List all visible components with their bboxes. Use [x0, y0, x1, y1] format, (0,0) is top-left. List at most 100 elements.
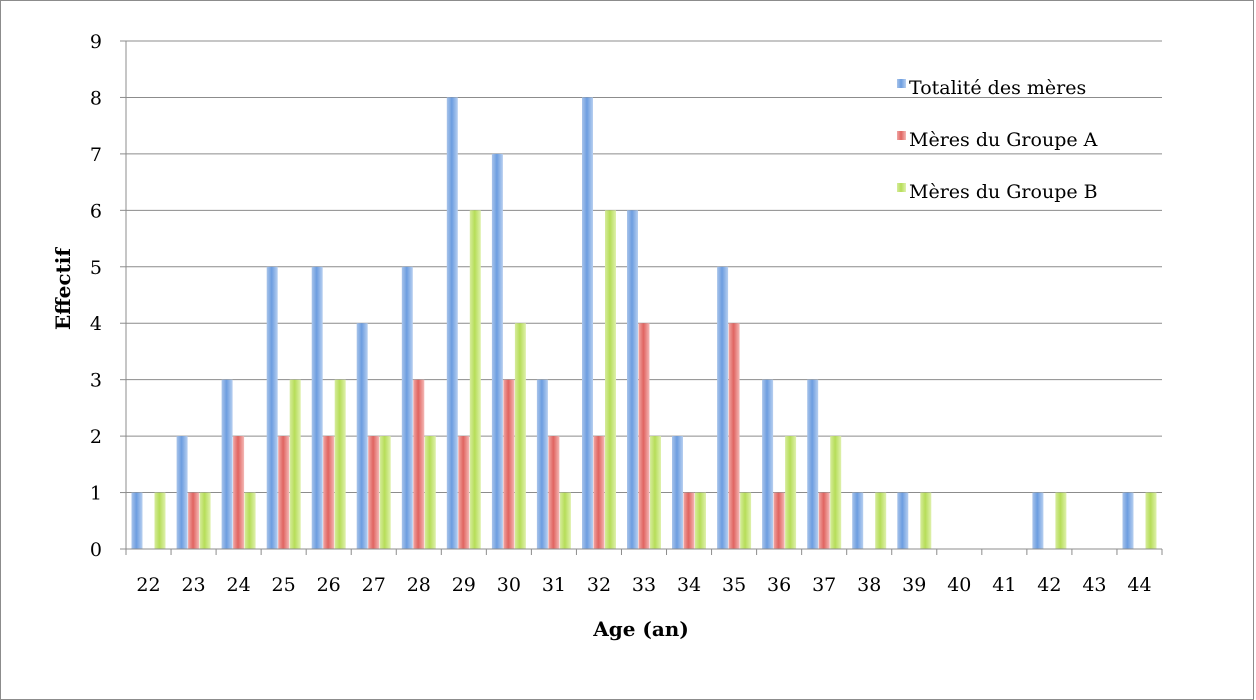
x-tick-label: 31	[542, 574, 566, 596]
bar-total	[582, 97, 593, 550]
bar-total	[1122, 492, 1134, 549]
bar-group-b	[605, 210, 616, 550]
bar-total	[717, 266, 729, 549]
bar-total	[356, 323, 368, 549]
bar-group-a	[278, 436, 290, 549]
x-tick-label: 38	[857, 574, 881, 596]
legend-swatch-group-b	[897, 183, 906, 192]
x-tick-label: 33	[632, 574, 656, 596]
bar-total	[807, 379, 819, 549]
x-tick-label: 43	[1082, 574, 1106, 596]
bar-total	[401, 266, 413, 549]
x-tick-label: 36	[767, 574, 791, 596]
y-tick-label: 7	[90, 144, 102, 166]
x-tick-label: 25	[272, 574, 296, 596]
x-tick-label: 23	[181, 574, 205, 596]
y-tick-label: 2	[90, 426, 102, 448]
x-tick-label: 34	[677, 574, 701, 596]
bar-group-a	[458, 436, 470, 549]
bar-group-a	[368, 436, 380, 549]
bar-total	[536, 379, 548, 549]
bar-group-a	[638, 323, 650, 549]
bar-group-a	[818, 492, 830, 549]
bar-total	[221, 379, 233, 549]
bar-group-b	[740, 492, 752, 549]
bar-group-b	[650, 436, 661, 549]
bar-group-a	[413, 379, 425, 549]
x-tick-label: 35	[722, 574, 746, 596]
bar-total	[627, 210, 638, 550]
x-tick-label: 28	[407, 574, 431, 596]
bar-group-b	[559, 492, 571, 549]
bar-group-b	[514, 323, 526, 549]
x-tick-label: 22	[136, 574, 160, 596]
x-tick-label: 39	[902, 574, 926, 596]
y-tick-label: 4	[90, 313, 102, 335]
legend-label-group-b: Mères du Groupe B	[909, 181, 1098, 203]
bars-layer	[131, 97, 1157, 550]
y-tick-label: 5	[90, 257, 102, 279]
bar-group-b	[424, 436, 436, 549]
bar-total	[672, 436, 683, 549]
bar-group-a	[728, 323, 740, 549]
y-tick-label: 1	[90, 483, 102, 505]
bar-total	[897, 492, 909, 549]
bar-group-b	[695, 492, 706, 549]
bar-total	[131, 492, 143, 549]
bar-group-a	[323, 436, 335, 549]
bar-total	[311, 266, 323, 549]
y-tick-label: 0	[90, 539, 102, 561]
axes	[120, 40, 1163, 555]
bar-total	[1032, 492, 1044, 549]
x-tick-label: 40	[947, 574, 971, 596]
legend-label-total: Totalité des mères	[909, 77, 1086, 99]
bar-total	[446, 97, 458, 550]
y-tick-label: 8	[90, 87, 102, 109]
x-axis-title: Age (an)	[592, 617, 689, 641]
bar-group-b	[244, 492, 256, 549]
legend-swatch-total	[897, 79, 906, 88]
bar-group-a	[773, 492, 785, 549]
bar-group-b	[920, 492, 932, 549]
bar-group-a	[683, 492, 695, 549]
bar-group-a	[188, 492, 200, 549]
bar-group-b	[469, 210, 481, 550]
x-tick-label: 37	[812, 574, 836, 596]
bar-group-b	[379, 436, 391, 549]
bar-total	[491, 153, 503, 549]
bar-group-b	[154, 492, 166, 549]
bar-group-a	[593, 436, 605, 549]
bar-total	[266, 266, 278, 549]
bar-group-a	[503, 379, 515, 549]
x-tick-label: 41	[992, 574, 1016, 596]
x-tick-label: 24	[227, 574, 251, 596]
bar-total	[176, 436, 188, 549]
legend: Totalité des mères Mères du Groupe A Mèr…	[897, 77, 1098, 203]
bar-group-b	[289, 379, 301, 549]
x-tick-label: 42	[1037, 574, 1061, 596]
y-axis-title: Effectif	[51, 247, 75, 330]
y-tick-label: 6	[90, 200, 102, 222]
x-tick-label: 44	[1127, 574, 1151, 596]
gridlines	[126, 40, 1162, 494]
y-tick-label: 9	[90, 31, 102, 53]
bar-group-b	[199, 492, 211, 549]
x-tick-label: 32	[587, 574, 611, 596]
x-tick-label: 26	[317, 574, 341, 596]
bar-group-b	[1055, 492, 1067, 549]
legend-label-group-a: Mères du Groupe A	[909, 129, 1098, 151]
x-tick-labels: 22 23 24 25 26 27 28 29 30 31 32 33 34 35 36 37 38 39 40 41…	[136, 574, 1151, 596]
x-tick-label: 27	[362, 574, 386, 596]
x-tick-label: 29	[452, 574, 476, 596]
bar-group-b	[1145, 492, 1157, 549]
x-tick-label: 30	[497, 574, 521, 596]
bar-group-b	[875, 492, 887, 549]
bar-group-b	[830, 436, 842, 549]
bar-group-a	[548, 436, 560, 549]
bar-group-b	[334, 379, 346, 549]
bar-total	[762, 379, 774, 549]
bar-group-b	[785, 436, 797, 549]
y-tick-labels: 0 1 2 3 4 5 6 7 8 9	[90, 31, 102, 561]
bar-group-a	[233, 436, 245, 549]
